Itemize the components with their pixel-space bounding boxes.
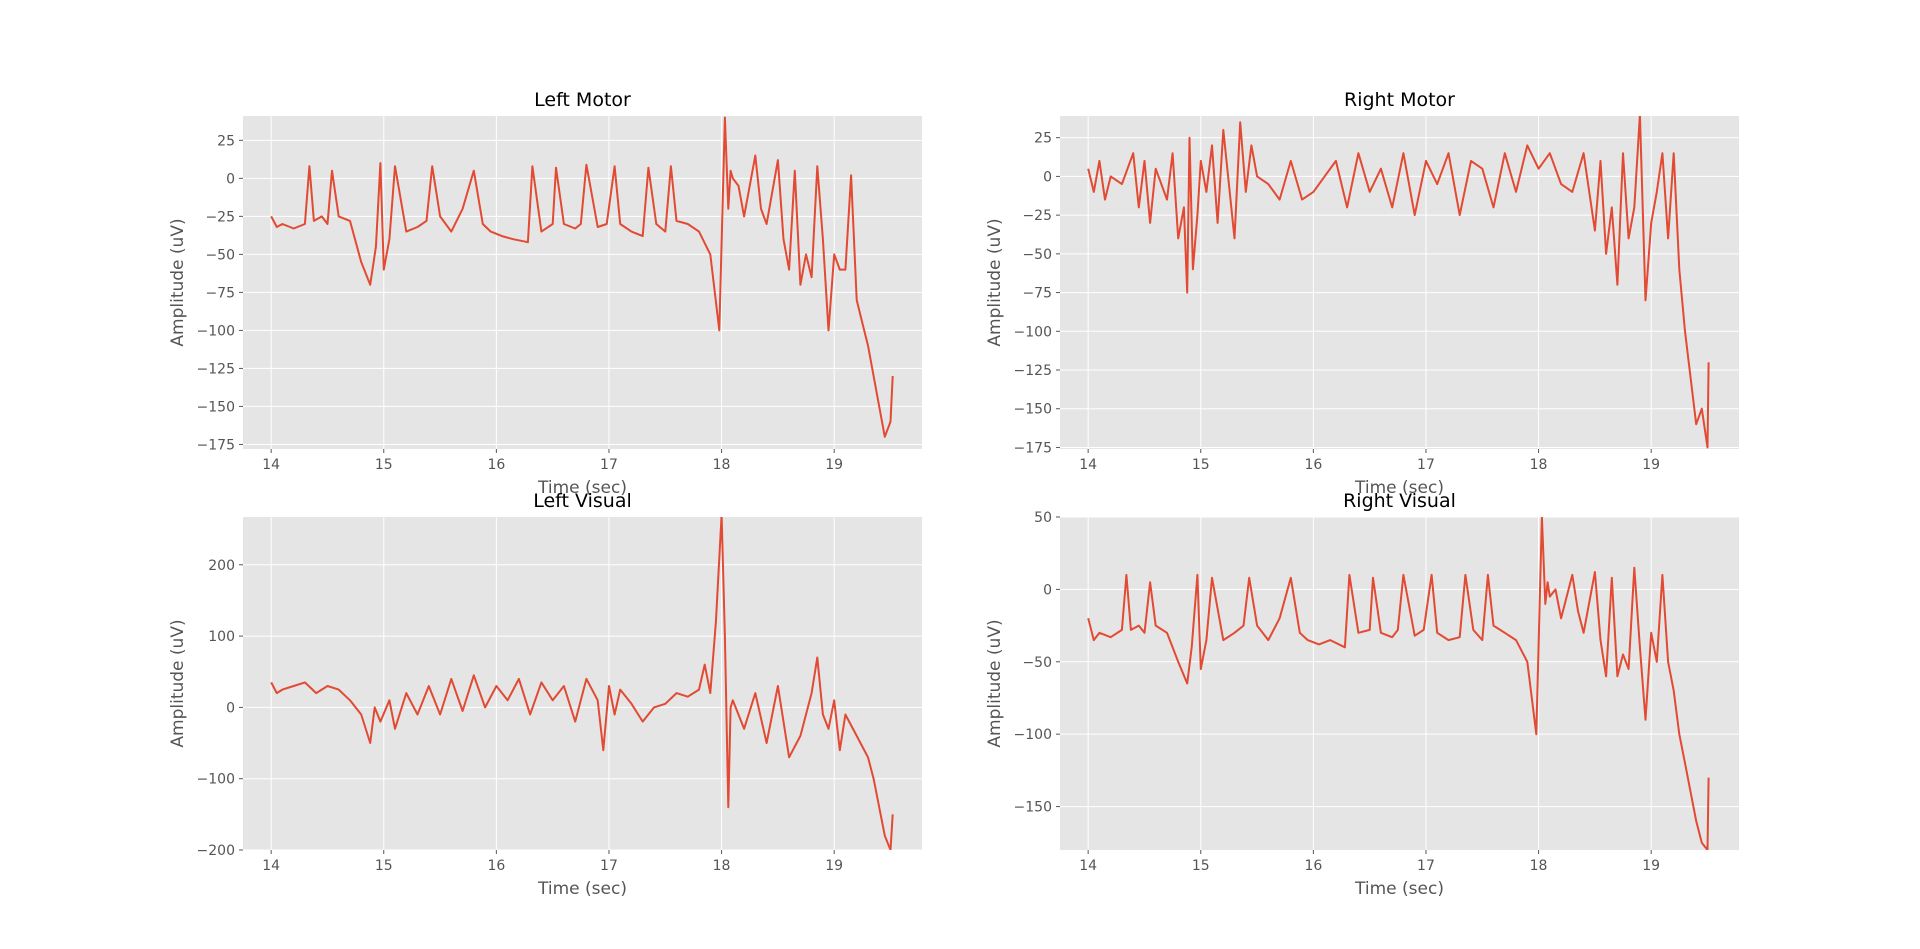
x-tick-label: 19 — [825, 858, 843, 874]
chart-title: Left Visual — [533, 490, 632, 512]
y-tick-label: −100 — [197, 772, 235, 788]
y-axis-label: Amplitude (uV) — [168, 218, 188, 346]
y-tick-label: −150 — [1014, 800, 1052, 816]
y-tick-label: −175 — [1014, 440, 1052, 456]
y-axis-label: Amplitude (uV) — [985, 619, 1005, 747]
x-tick-label: 15 — [375, 457, 393, 473]
x-tick-label: 19 — [825, 457, 843, 473]
x-tick-label: 18 — [713, 457, 731, 473]
y-tick-label: 25 — [217, 133, 235, 149]
x-tick-label: 14 — [1079, 858, 1097, 874]
y-axis-label: Amplitude (uV) — [985, 218, 1005, 346]
x-tick-label: 18 — [1530, 457, 1548, 473]
x-tick-label: 14 — [1079, 457, 1097, 473]
x-tick-label: 17 — [600, 858, 618, 874]
series-line — [1087, 116, 1710, 449]
chart-panel: 14 15 16 17 18 19 −200 −100 0 100 200 Left Visual Ti… — [168, 490, 922, 899]
x-tick-label: 15 — [375, 858, 393, 874]
y-tick-label: 0 — [226, 700, 235, 716]
y-tick-label: −125 — [197, 361, 235, 377]
y-tick-label: −25 — [1022, 208, 1052, 224]
y-tick-label: 25 — [1034, 131, 1052, 147]
series-line — [270, 116, 894, 438]
y-tick-label: 50 — [1034, 510, 1052, 526]
y-tick-label: 200 — [208, 558, 235, 574]
x-tick-label: 19 — [1642, 457, 1660, 473]
y-tick-label: −75 — [205, 285, 235, 301]
series-line — [270, 517, 894, 850]
x-axis-label: Time (sec) — [1354, 478, 1444, 498]
x-tick-label: 18 — [1530, 858, 1548, 874]
y-tick-label: 0 — [1043, 169, 1052, 185]
x-axis-label: Time (sec) — [537, 478, 627, 498]
x-tick-label: 16 — [487, 858, 505, 874]
x-tick-label: 15 — [1192, 858, 1210, 874]
plot-area — [243, 517, 922, 850]
x-tick-label: 15 — [1192, 457, 1210, 473]
y-tick-label: −175 — [197, 437, 235, 453]
y-tick-label: −25 — [205, 209, 235, 225]
x-tick-label: 14 — [262, 858, 280, 874]
y-tick-label: 100 — [208, 629, 235, 645]
chart-title: Right Visual — [1343, 490, 1456, 512]
x-tick-label: 17 — [600, 457, 618, 473]
chart-panel: 14 15 16 17 18 19 −150 −100 −50 0 50 Right Visual Ti… — [985, 490, 1739, 899]
y-tick-label: 0 — [226, 171, 235, 187]
y-tick-label: −200 — [197, 843, 235, 859]
x-tick-label: 16 — [1304, 858, 1322, 874]
plot-area — [243, 116, 922, 449]
y-tick-label: 0 — [1043, 582, 1052, 598]
y-tick-label: −150 — [1014, 402, 1052, 418]
x-tick-label: 19 — [1642, 858, 1660, 874]
chart-panel: 14 15 16 17 18 19 −175 −150 −125 −100 −75 −50 −25 0 25… — [168, 89, 922, 498]
x-tick-label: 17 — [1417, 858, 1435, 874]
x-tick-label: 16 — [487, 457, 505, 473]
y-tick-label: −50 — [1022, 655, 1052, 671]
x-tick-label: 17 — [1417, 457, 1435, 473]
y-tick-label: −100 — [1014, 324, 1052, 340]
chart-title: Left Motor — [534, 89, 631, 111]
x-tick-label: 14 — [262, 457, 280, 473]
series-line — [1087, 517, 1710, 850]
x-tick-label: 18 — [713, 858, 731, 874]
y-tick-label: −125 — [1014, 363, 1052, 379]
y-tick-label: −150 — [197, 399, 235, 415]
y-tick-label: −75 — [1022, 286, 1052, 302]
y-tick-label: −50 — [205, 247, 235, 263]
x-axis-label: Time (sec) — [1354, 879, 1444, 899]
y-tick-label: −50 — [1022, 247, 1052, 263]
x-tick-label: 16 — [1304, 457, 1322, 473]
y-axis-label: Amplitude (uV) — [168, 619, 188, 747]
chart-panel: 14 15 16 17 18 19 −175 −150 −125 −100 −75 −50 −25 0 25… — [985, 89, 1739, 498]
chart-title: Right Motor — [1344, 89, 1455, 111]
y-tick-label: −100 — [197, 323, 235, 339]
y-tick-label: −100 — [1014, 727, 1052, 743]
plot-area — [1060, 517, 1739, 850]
x-axis-label: Time (sec) — [537, 879, 627, 899]
